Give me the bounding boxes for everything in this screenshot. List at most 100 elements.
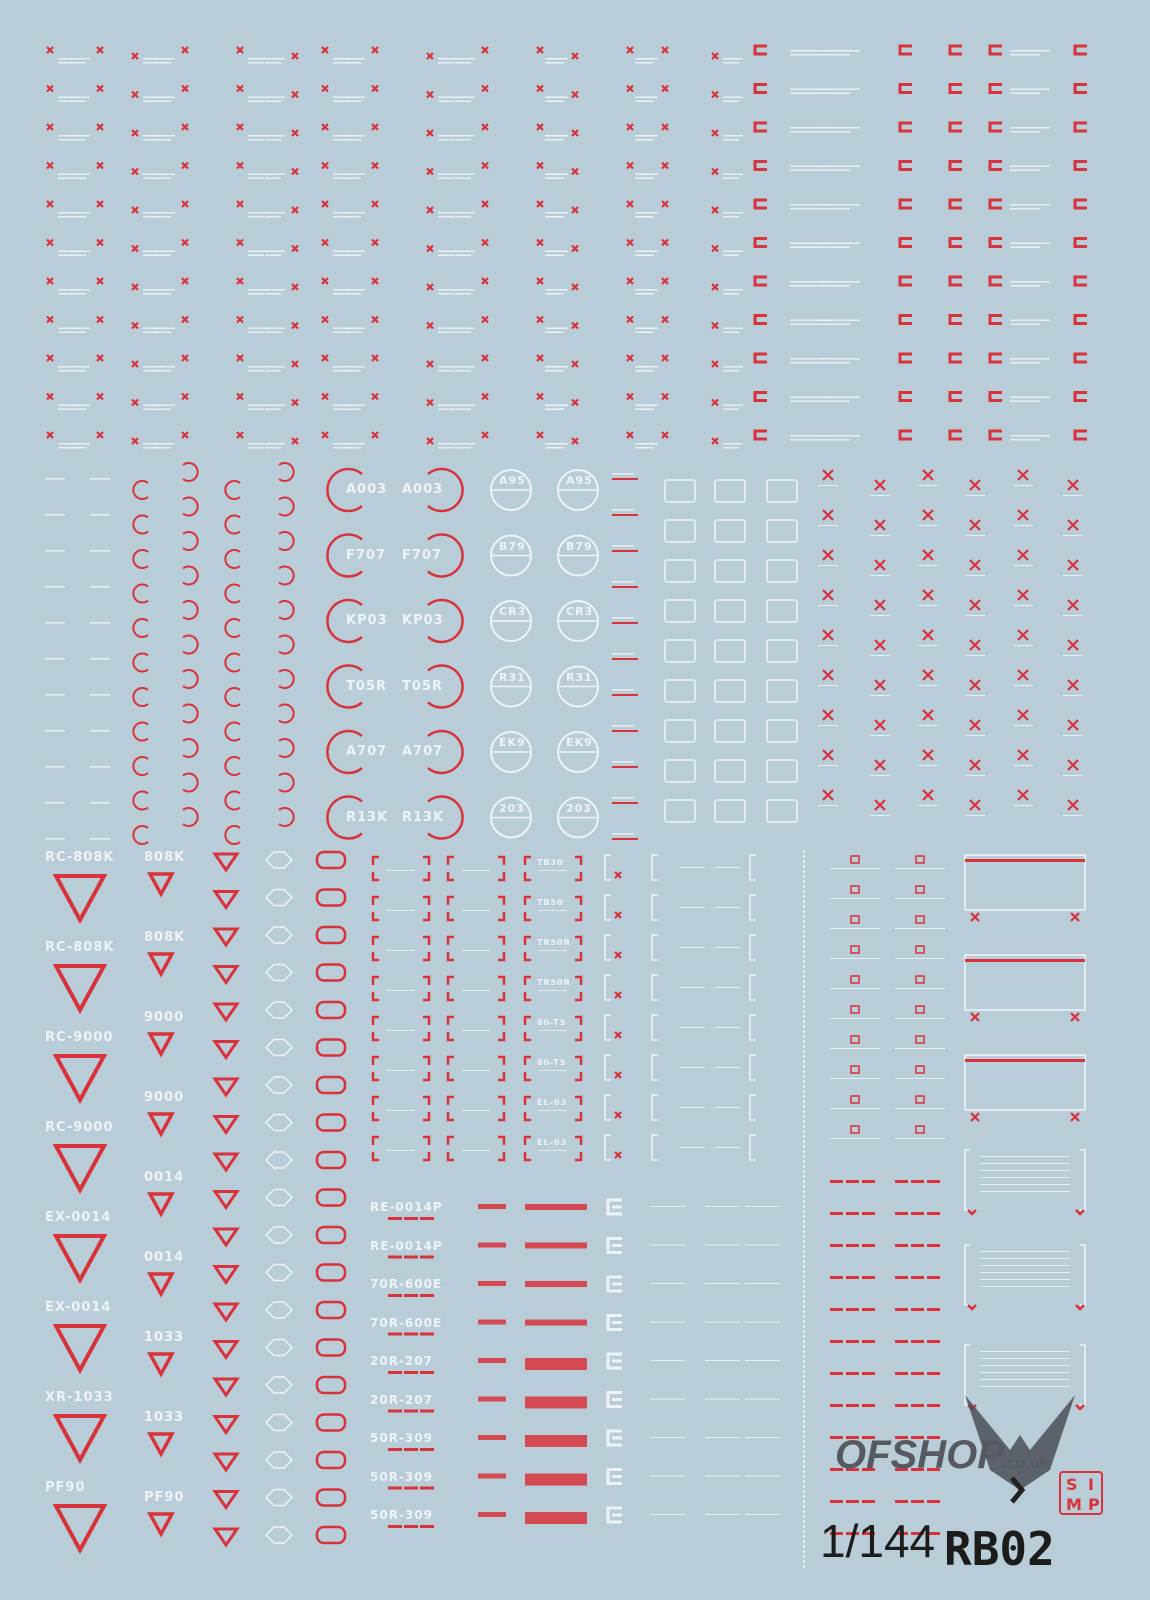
white-text-line [818,645,838,646]
white-text-line [650,1437,685,1438]
white-text-line [265,177,281,179]
white-dotted-rule [803,1055,805,1058]
white-text-line [438,289,458,291]
white-dotted-rule [803,1105,805,1108]
red-cross-mark [969,759,981,771]
white-text-line [918,605,938,606]
white-side-bracket [749,1134,756,1161]
white-text-line [58,293,74,295]
white-text-line [143,254,159,256]
white-text-line [333,443,353,445]
white-text-line [635,177,651,179]
white-text-line [155,293,171,295]
white-e-glyph [606,1314,622,1331]
white-text-line [635,408,651,410]
red-dash [927,1468,940,1471]
white-text-line [895,868,945,869]
white-text-line [723,212,743,214]
white-text-line [965,495,985,496]
red-cross-mark [321,354,329,362]
white-text-line [58,254,74,256]
white-text-line [965,615,985,616]
white-text-line [265,250,285,252]
white-text-line [830,1108,880,1109]
red-dash [404,1409,418,1413]
red-cross-mark [291,129,299,137]
red-cross-mark [1067,479,1079,491]
white-dotted-rule [803,1510,805,1513]
red-triangle-small [147,872,175,898]
red-cross-mark [661,238,669,247]
red-bracket-mark [988,83,1002,94]
red-cross-mark [969,719,981,731]
white-text-line [155,139,171,141]
white-text-line [1010,435,1050,437]
white-text-line [790,204,830,206]
red-bracket-mark [1073,83,1087,94]
red-cross-mark [236,354,244,362]
red-cross-mark [626,46,634,54]
red-dash [927,1244,940,1247]
red-cross-mark [536,392,544,401]
white-dotted-rule [803,1385,805,1388]
decal-code-label: 9000 [144,1090,185,1105]
white-dotted-rule [803,1400,805,1403]
white-text-line [870,575,890,576]
red-triangle-mini [212,1227,240,1248]
white-text-line [70,254,86,256]
white-text-line [455,62,471,64]
white-text-line [455,177,471,179]
white-text-line [155,135,175,137]
shop-watermark: OFSHOP [835,1433,1004,1477]
white-text-line [918,485,938,486]
red-dash [895,1340,908,1343]
white-text-line [723,135,743,137]
white-text-line [345,96,365,98]
red-dash [420,1371,434,1374]
white-text-line [895,988,945,989]
red-capsule [315,1038,347,1057]
decal-code-label: 70R-600E [370,1315,443,1330]
white-text-line [45,514,65,516]
white-text-line [820,92,850,94]
red-cross-mark [291,167,299,176]
scale-label: 1/144 [820,1515,936,1567]
white-text-line [820,204,860,206]
red-cross-mark [922,589,934,601]
red-cross-mark [614,951,622,959]
white-text-line [820,323,850,325]
red-dash [846,1372,859,1375]
red-square-mark [850,1005,860,1014]
white-text-line [58,408,74,410]
white-text-line [438,443,458,445]
red-triangle-large [52,964,108,1015]
white-text-line [1010,246,1040,248]
white-text-line [70,443,90,445]
white-side-bracket [651,1134,658,1161]
red-dash [911,1468,924,1471]
white-text-line [248,327,268,329]
red-bracket-mark [988,198,1002,210]
white-text-line [45,766,65,768]
red-underline [612,622,638,624]
white-dotted-rule [803,1455,805,1458]
white-text-line [345,366,365,368]
decal-code-label: RC-9000 [45,1030,114,1045]
white-text-line [870,695,890,696]
white-text-line [70,370,86,372]
red-small-circle [132,721,149,742]
white-text-line [545,408,561,410]
red-cross-mark [371,46,379,54]
white-dotted-rule [803,905,805,908]
white-text-line [745,1437,780,1438]
white-text-line [1010,439,1040,441]
red-dash [862,1212,875,1215]
white-text-line [1010,127,1050,129]
white-text-line [438,135,458,137]
white-dotted-rule [803,1045,805,1048]
red-triangle-mini [212,1077,240,1098]
white-text-line [870,495,890,496]
red-small-circle [132,480,149,500]
red-bracket-mark [948,121,962,133]
white-label-box [714,719,746,743]
